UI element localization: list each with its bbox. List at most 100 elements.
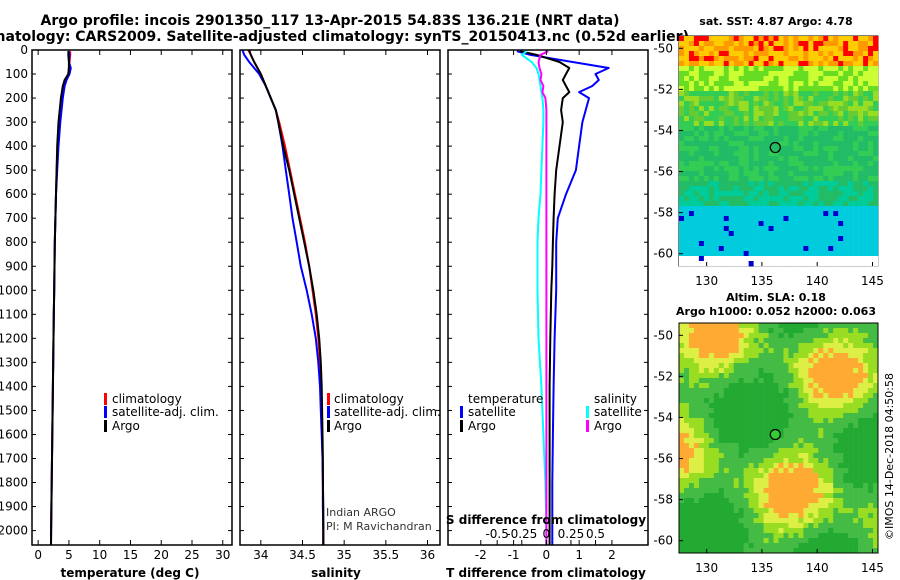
depth-tick-label: 1500 [0, 403, 28, 417]
map-cell [758, 408, 764, 414]
map-cell [853, 423, 859, 429]
s-difference-label: S difference from climatology [446, 513, 646, 527]
map-cell [693, 71, 700, 77]
map-cell [703, 231, 710, 237]
map-cell [808, 388, 814, 394]
map-cell [793, 518, 799, 524]
map-cell [778, 328, 784, 334]
map-cell [773, 191, 779, 197]
map-cell [788, 528, 794, 534]
map-cell [763, 378, 769, 384]
map-cell [773, 81, 779, 87]
map-cell [743, 196, 749, 202]
map-cell [793, 508, 799, 514]
map-cell [713, 473, 720, 479]
map-cell [843, 126, 849, 132]
map-cell [873, 106, 879, 112]
map-cell [793, 533, 799, 539]
map-cell [843, 201, 849, 207]
map-cell [823, 483, 829, 489]
map-cell [743, 358, 749, 364]
map-cell [783, 373, 789, 379]
map-cell [863, 503, 869, 509]
map-cell [688, 246, 695, 252]
map-cell [858, 533, 864, 539]
map-cell [773, 373, 779, 379]
map-cell [818, 216, 824, 222]
map-cell [738, 413, 744, 419]
map-cell [858, 368, 864, 374]
map-cell [703, 443, 710, 449]
map-cell [833, 388, 839, 394]
map-cell [773, 413, 779, 419]
map-cell [693, 328, 700, 334]
map-cell [873, 116, 879, 122]
map-cell [688, 338, 695, 344]
map-cell [803, 458, 809, 464]
map-cell [728, 71, 735, 77]
map-cell [798, 443, 804, 449]
map-cell [833, 251, 839, 257]
depth-tick-label: 400 [5, 139, 28, 153]
map-cell [683, 76, 690, 82]
map-cell [718, 528, 725, 534]
map-cell [803, 161, 809, 167]
map-cell [698, 523, 705, 529]
series-line-t-argo [519, 50, 571, 545]
map-cell [688, 513, 695, 519]
map-cell [718, 433, 725, 439]
map-cell [688, 423, 695, 429]
map-cell [813, 518, 819, 524]
map-cell [828, 81, 834, 87]
map-cell [828, 196, 834, 202]
map-cell [793, 91, 799, 97]
map-cell [788, 171, 794, 177]
map-cell [728, 201, 735, 207]
map-cell [873, 206, 879, 212]
map-cell [708, 363, 715, 369]
map-cell [698, 538, 705, 544]
map-cell [803, 206, 809, 212]
map-lat-label: -58 [653, 206, 673, 220]
map-cell [798, 36, 804, 42]
map-cell [808, 323, 814, 329]
map-cell [823, 191, 829, 197]
map-cell [713, 71, 720, 77]
map-cell [828, 96, 834, 102]
map-cell [703, 468, 710, 474]
map-cell [723, 383, 730, 389]
map-cell [708, 71, 715, 77]
map-cell [738, 438, 744, 444]
map-cell [833, 146, 839, 152]
map-cell [848, 533, 854, 539]
map-cell [763, 231, 769, 237]
map-cell [713, 408, 720, 414]
map-cell [793, 186, 799, 192]
map-cell [748, 368, 754, 374]
map-cell [713, 418, 720, 424]
map-cell [868, 151, 874, 157]
map-cell [708, 101, 715, 107]
map-cell [703, 473, 710, 479]
map-cell [868, 358, 874, 364]
map-cell [693, 171, 700, 177]
map-cell [768, 463, 774, 469]
map-cell [793, 543, 799, 549]
map-cell [828, 328, 834, 334]
map-cell [788, 191, 794, 197]
map-cell [688, 538, 695, 544]
map-cell [688, 66, 695, 72]
map-cell [873, 171, 879, 177]
map-cell [838, 368, 844, 374]
map-cell [853, 453, 859, 459]
map-cell [808, 246, 814, 252]
map-cell [868, 196, 874, 202]
map-cell [853, 528, 859, 534]
map-cell [813, 51, 819, 57]
map-cell [828, 246, 834, 252]
map-cell [833, 528, 839, 534]
map-cell [743, 513, 749, 519]
map-cell [713, 528, 720, 534]
map-cell [828, 498, 834, 504]
map-cell [753, 51, 759, 57]
